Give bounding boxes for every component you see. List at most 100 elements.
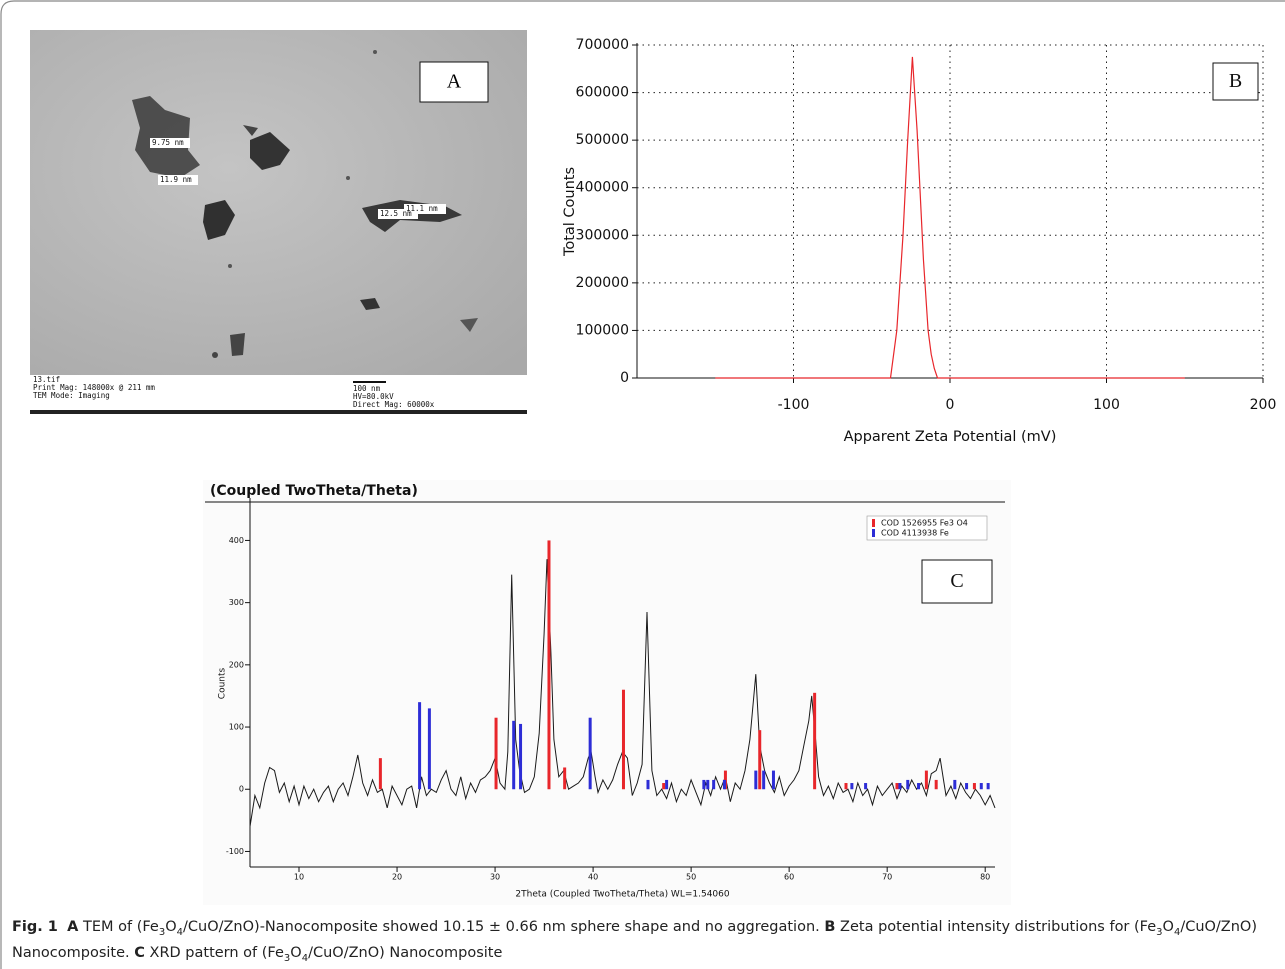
reference-stick: [934, 779, 938, 790]
panel-label-box: [419, 61, 489, 103]
reference-stick: [771, 770, 775, 790]
reference-stick: [898, 783, 902, 790]
x-tick-label: 80: [980, 873, 990, 882]
reference-stick: [844, 783, 848, 790]
xrd-background: [203, 480, 1011, 905]
y-tick-label: 300: [229, 598, 244, 607]
reference-stick: [418, 702, 422, 790]
x-tick-label: 0: [946, 397, 955, 413]
x-tick-label: 100: [1093, 397, 1120, 413]
caption-text: C: [134, 944, 145, 961]
reference-stick: [427, 708, 431, 790]
y-axis-label: Counts: [218, 667, 228, 699]
reference-stick: [662, 783, 666, 790]
caption-text: O: [165, 919, 177, 935]
x-tick-label: -100: [778, 397, 810, 413]
caption-text: Zeta potential intensity distributions f…: [840, 919, 1157, 935]
caption: Fig. 1 A TEM of (Fe3O4/CuO/ZnO)-Nanocomp…: [12, 917, 1262, 969]
y-tick-label: 200000: [576, 275, 629, 291]
x-axis-label: 2Theta (Coupled TwoTheta/Theta) WL=1.540…: [515, 890, 729, 900]
reference-stick: [706, 779, 710, 790]
reference-stick: [762, 770, 766, 790]
chart-title: (Coupled TwoTheta/Theta): [210, 483, 418, 499]
legend-swatch: [872, 519, 875, 527]
tem-info: Direct Mag: 60000x: [353, 400, 435, 409]
data-line: [715, 56, 1185, 379]
reference-stick: [621, 689, 625, 790]
scale-bar-label: 100 nm: [353, 384, 381, 393]
caption-text: /CuO/ZnO) Nanocomposite.: [12, 919, 1258, 961]
caption-text: B: [824, 919, 836, 935]
caption-text: O: [290, 944, 302, 961]
caption-text: A: [67, 919, 79, 935]
legend-label: COD 4113938 Fe: [881, 529, 949, 538]
legend-box: [866, 515, 988, 541]
reference-stick: [378, 758, 382, 790]
tem-info: HV=80.0kV: [353, 392, 394, 401]
caption-text: TEM of (Fe: [82, 919, 159, 935]
reference-stick: [754, 770, 758, 790]
y-tick-label: 0: [620, 370, 629, 386]
x-tick-label: 30: [490, 873, 500, 882]
reference-stick: [895, 783, 899, 790]
reference-stick: [758, 730, 762, 790]
measurement: 11.1 nm: [406, 204, 438, 213]
x-tick-label: 20: [392, 873, 402, 882]
y-tick-label: 400000: [576, 180, 629, 196]
caption-text: 4: [301, 952, 309, 964]
tem-info: TEM Mode: Imaging: [33, 391, 110, 400]
reference-stick: [864, 783, 868, 790]
caption-text: 3: [283, 952, 291, 964]
reference-stick: [665, 779, 669, 790]
panel-label-box: [921, 559, 993, 604]
reference-stick: [965, 783, 969, 790]
reference-stick: [512, 720, 516, 790]
tem-info: 13.tif: [33, 375, 60, 384]
x-tick-label: 10: [294, 873, 304, 882]
legend-swatch: [872, 529, 875, 537]
reference-stick: [563, 767, 567, 790]
x-tick-label: 200: [1250, 397, 1277, 413]
caption-text: 4: [176, 926, 183, 938]
reference-stick: [494, 717, 498, 790]
caption-text: 3: [1156, 926, 1163, 938]
reference-stick: [850, 783, 854, 790]
reference-stick: [972, 783, 976, 790]
panel-label-box: [1212, 62, 1259, 101]
y-tick-label: 500000: [576, 132, 629, 148]
measurement: 12.5 nm: [380, 209, 412, 218]
figure-number: Fig. 1: [12, 919, 58, 935]
reference-stick: [979, 783, 983, 790]
x-tick-label: 60: [784, 873, 794, 882]
y-tick-label: -100: [226, 847, 244, 856]
tem-info: Print Mag: 148000x @ 211 mm: [33, 383, 155, 392]
caption-text: /CuO/ZnO)-Nanocomposite showed 10.15 ± 0…: [183, 919, 820, 935]
reference-stick: [646, 779, 650, 790]
measurement: 11.9 nm: [160, 175, 192, 184]
reference-stick: [813, 692, 817, 790]
reference-stick: [924, 770, 928, 790]
y-axis-label: Total Counts: [562, 167, 578, 257]
reference-stick: [547, 540, 551, 790]
panel-label: B: [1229, 70, 1242, 92]
caption-text: /CuO/ZnO) Nanocomposite: [308, 944, 503, 961]
reference-stick: [906, 779, 910, 790]
caption-text: 4: [1173, 926, 1181, 938]
x-axis-label: Apparent Zeta Potential (mV): [844, 429, 1057, 445]
panel-label: C: [950, 570, 963, 592]
y-tick-label: 300000: [576, 227, 629, 243]
x-tick-label: 70: [882, 873, 892, 882]
reference-stick: [588, 717, 592, 790]
reference-stick: [917, 783, 921, 790]
x-tick-label: 40: [588, 873, 598, 882]
y-tick-label: 100: [229, 723, 244, 732]
reference-stick: [722, 779, 726, 790]
reference-stick: [986, 783, 990, 790]
y-tick-label: 200: [229, 660, 244, 669]
reference-stick: [702, 779, 706, 790]
data-line: [249, 559, 996, 827]
legend-label: COD 1526955 Fe3 O4: [881, 519, 968, 528]
